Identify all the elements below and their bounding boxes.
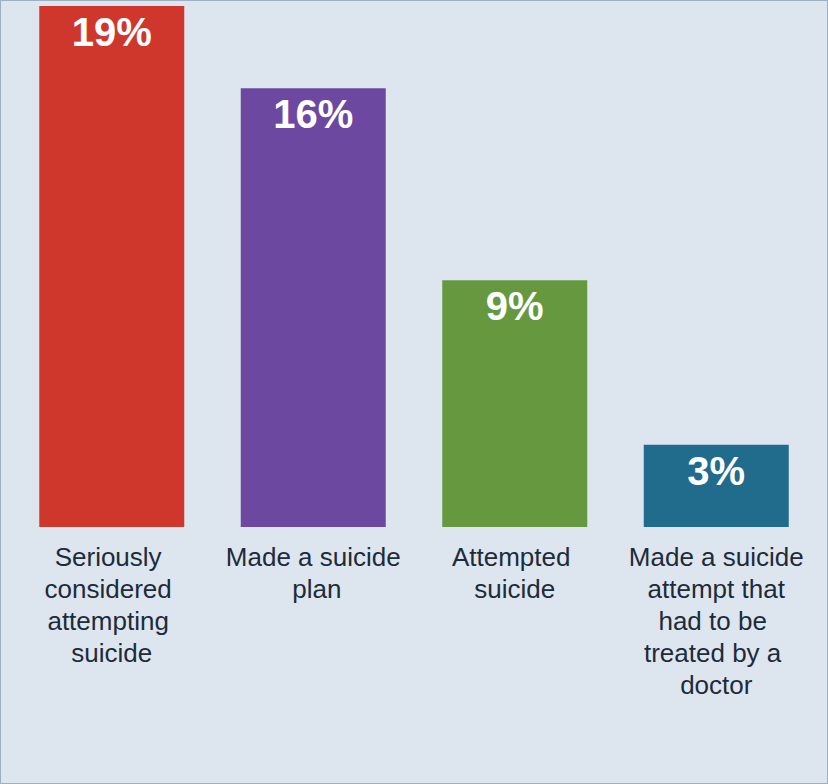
svg-text:had to be: had to be [658,606,774,636]
svg-text:plan: plan [285,574,341,604]
svg-text:suicide: suicide [474,574,555,604]
svg-text:9%: 9% [486,284,544,328]
svg-text:suicide: suicide [71,638,152,668]
svg-text:treated by a: treated by a [644,638,789,668]
svg-text:19%: 19% [72,10,152,54]
svg-text:attempting: attempting [47,606,176,636]
svg-text:considered: considered [45,574,179,604]
svg-text:Seriously: Seriously [55,542,169,572]
svg-text:16%: 16% [273,92,353,136]
svg-text:Made a suicide: Made a suicide [629,542,804,572]
svg-text:Made a suicide: Made a suicide [226,542,401,572]
svg-text:Attempted: Attempted [452,542,578,572]
svg-text:doctor: doctor [680,670,753,700]
svg-text:3%: 3% [687,449,745,493]
svg-text:attempt that: attempt that [640,574,792,604]
